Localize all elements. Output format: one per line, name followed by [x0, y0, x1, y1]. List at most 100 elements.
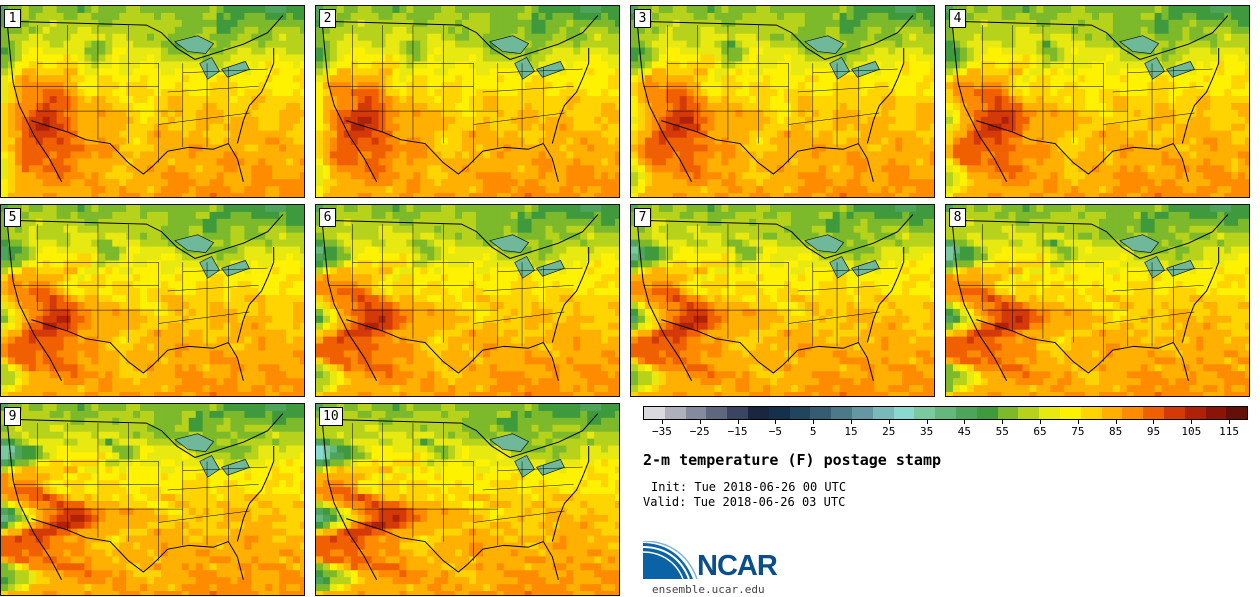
- map-boundary: [782, 142, 874, 182]
- map-boundary: [1112, 285, 1204, 292]
- map-boundary: [7, 15, 284, 60]
- colorbar-tick-label: 15: [844, 425, 858, 438]
- temperature-map: [1, 205, 304, 396]
- colorbar-tick-labels: −35 −25 −15 −5 5 15 25 35 45 55 65 75 85 95 105 115: [643, 420, 1248, 440]
- member-number-label: 3: [634, 9, 651, 28]
- colorbar-swatch: [706, 407, 728, 419]
- map-boundary: [467, 142, 559, 182]
- colorbar-tick-label: 85: [1109, 425, 1123, 438]
- temperature-map: [946, 6, 1249, 197]
- colorbar-tick-mark: [1153, 420, 1155, 424]
- map-boundary: [497, 267, 583, 273]
- map-boundary: [1187, 247, 1220, 320]
- colorbar-swatch: [685, 407, 707, 419]
- map-boundary: [242, 48, 275, 121]
- member-number-label: 1: [4, 9, 21, 28]
- site-url: ensemble.ucar.edu: [652, 583, 765, 596]
- map-boundary: [952, 214, 1229, 259]
- great-lakes: [489, 234, 565, 279]
- colorbar-swatch: [1039, 407, 1060, 419]
- map-boundary: [236, 518, 244, 542]
- map-boundary: [482, 86, 574, 93]
- map-boundary: [812, 68, 898, 74]
- colorbar-tick-label: 65: [1033, 425, 1047, 438]
- map-title: 2-m temperature (F) postage stamp: [643, 451, 942, 469]
- colorbar-swatch: [1101, 407, 1123, 419]
- colorbar-tick-mark: [964, 420, 966, 424]
- map-boundary: [346, 319, 468, 374]
- colorbar-tick-label: 55: [995, 425, 1009, 438]
- map-boundary: [158, 311, 250, 324]
- map-boundary: [1103, 311, 1195, 324]
- colorbar-swatch: [976, 407, 998, 419]
- colorbar-swatch: [893, 407, 915, 419]
- map-boundary: [497, 466, 583, 472]
- map-boundary: [557, 48, 590, 121]
- map-boundary: [236, 120, 244, 144]
- postage-stamp-panel: 10: [315, 403, 620, 596]
- member-number-label: 6: [319, 208, 336, 227]
- colorbar-tick-label: −35: [651, 425, 672, 438]
- colorbar-swatch: [768, 407, 790, 419]
- map-boundary: [6, 419, 63, 580]
- map-boundary: [321, 220, 378, 381]
- map-boundary: [951, 21, 1008, 182]
- map-boundary: [7, 214, 284, 259]
- colorbar-swatch: [1080, 407, 1102, 419]
- colorbar-swatch: [1184, 407, 1206, 419]
- postage-stamp-panel: 7: [630, 204, 935, 397]
- map-boundary: [551, 120, 559, 144]
- member-number-label: 2: [319, 9, 336, 28]
- map-boundary: [182, 466, 268, 472]
- map-boundary: [467, 540, 559, 580]
- map-boundary: [1097, 142, 1189, 182]
- colorbar-tick-label: 45: [957, 425, 972, 438]
- member-number-label: 4: [949, 9, 966, 28]
- map-boundary: [1187, 48, 1220, 121]
- map-boundary: [6, 21, 63, 182]
- map-boundary: [497, 68, 583, 74]
- map-boundary: [236, 319, 244, 343]
- temperature-colorbar: [643, 406, 1248, 420]
- colorbar-swatch: [789, 407, 811, 419]
- map-boundary: [1127, 68, 1213, 74]
- temperature-map: [631, 205, 934, 396]
- map-boundary: [473, 112, 565, 125]
- map-boundary: [551, 518, 559, 542]
- colorbar-tick-mark: [737, 420, 739, 424]
- map-boundary: [242, 247, 275, 320]
- colorbar-swatch: [831, 407, 852, 419]
- colorbar-swatch: [810, 407, 832, 419]
- temperature-map: [316, 404, 619, 595]
- map-boundary: [661, 319, 783, 374]
- map-boundary: [31, 319, 153, 374]
- map-boundary: [321, 419, 378, 580]
- colorbar-swatch: [1143, 407, 1164, 419]
- colorbar-swatch: [727, 407, 748, 419]
- map-boundary: [467, 341, 559, 381]
- temperature-map: [1, 404, 304, 595]
- map-boundary: [152, 540, 244, 580]
- postage-stamp-panel: 5: [0, 204, 305, 397]
- colorbar-tick-mark: [1191, 420, 1193, 424]
- map-boundary: [152, 142, 244, 182]
- map-boundary: [322, 413, 599, 458]
- map-boundary: [7, 413, 284, 458]
- colorbar-swatch: [851, 407, 873, 419]
- postage-stamp-panel: 9: [0, 403, 305, 596]
- init-time-label: Init: Tue 2018-06-26 00 UTC: [651, 480, 847, 494]
- map-boundary: [322, 214, 599, 259]
- map-boundary: [636, 220, 693, 381]
- postage-stamp-panel: 3: [630, 5, 935, 198]
- postage-stamp-panel: 6: [315, 204, 620, 397]
- postage-stamp-panel: 1: [0, 5, 305, 198]
- great-lakes: [489, 35, 565, 80]
- colorbar-tick-label: 5: [809, 425, 817, 438]
- colorbar-swatch: [1163, 407, 1185, 419]
- colorbar-swatch: [1122, 407, 1144, 419]
- map-boundary: [321, 21, 378, 182]
- colorbar-tick-label: −15: [727, 425, 748, 438]
- map-boundary: [557, 247, 590, 320]
- temperature-map: [631, 6, 934, 197]
- colorbar-swatch: [664, 407, 686, 419]
